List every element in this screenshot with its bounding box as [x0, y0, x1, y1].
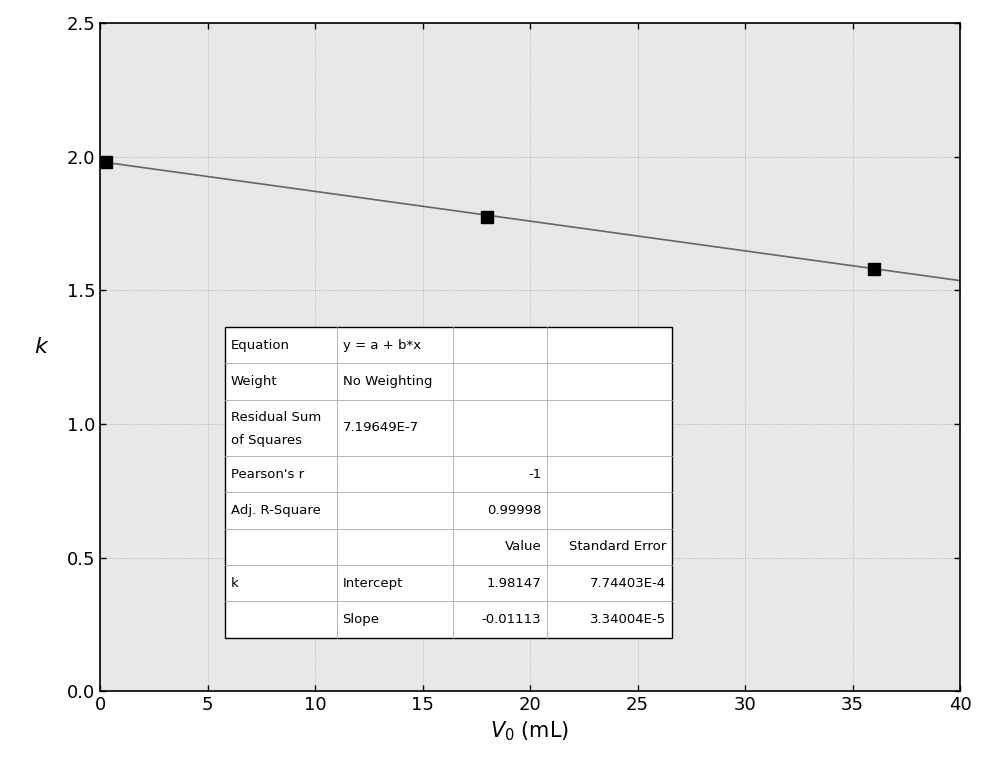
Text: of Squares: of Squares [231, 434, 302, 447]
Text: Standard Error: Standard Error [569, 541, 666, 554]
Text: y = a + b*x: y = a + b*x [343, 339, 421, 352]
Text: Slope: Slope [343, 613, 380, 626]
Text: k: k [231, 577, 238, 590]
Text: -1: -1 [528, 468, 541, 481]
Text: 0.99998: 0.99998 [487, 504, 541, 517]
X-axis label: $V_0$ (mL): $V_0$ (mL) [490, 720, 570, 743]
Text: -0.01113: -0.01113 [482, 613, 541, 626]
Text: Residual Sum: Residual Sum [231, 411, 321, 424]
Y-axis label: $k$: $k$ [34, 337, 49, 357]
Text: Equation: Equation [231, 339, 290, 352]
Text: 3.34004E-5: 3.34004E-5 [590, 613, 666, 626]
Text: Adj. R-Square: Adj. R-Square [231, 504, 321, 517]
Text: Intercept: Intercept [343, 577, 403, 590]
Text: 1.98147: 1.98147 [486, 577, 541, 590]
Text: 7.19649E-7: 7.19649E-7 [343, 422, 419, 435]
Text: Value: Value [504, 541, 541, 554]
Text: 7.74403E-4: 7.74403E-4 [590, 577, 666, 590]
Text: Weight: Weight [231, 375, 277, 388]
Text: No Weighting: No Weighting [343, 375, 432, 388]
Bar [225, 327, 672, 637]
Text: Pearson's r: Pearson's r [231, 468, 304, 481]
